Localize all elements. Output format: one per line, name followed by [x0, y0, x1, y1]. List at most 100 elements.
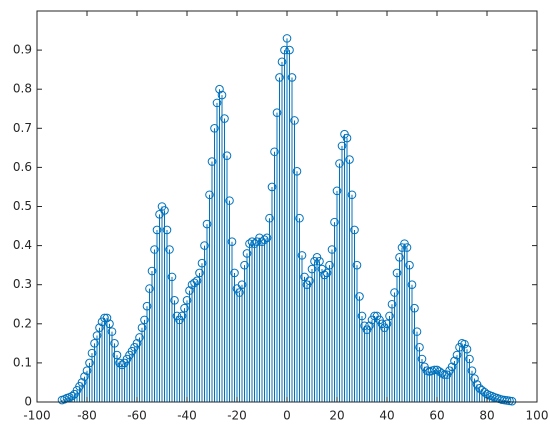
- stem-marker: [137, 323, 147, 333]
- y-tick-label: 0.6: [13, 160, 32, 174]
- stem-marker: [142, 301, 152, 311]
- stem-marker: [295, 213, 304, 223]
- stem-marker: [105, 319, 114, 329]
- stem-marker: [210, 124, 219, 133]
- x-tick-label: 0: [283, 409, 291, 423]
- stem-marker: [435, 367, 444, 376]
- stem-marker: [115, 358, 124, 368]
- stem-marker: [110, 339, 119, 348]
- stem-marker: [262, 233, 272, 243]
- stem-marker: [240, 260, 249, 270]
- y-tick-label: 0.7: [13, 121, 32, 135]
- stem-marker: [185, 286, 194, 295]
- x-tick-label: -20: [227, 409, 247, 423]
- stem-marker: [275, 73, 284, 82]
- stem-marker: [67, 391, 77, 401]
- stem-marker: [407, 280, 417, 290]
- stem-marker: [207, 157, 217, 166]
- stem-marker: [282, 34, 292, 43]
- stem-marker: [177, 311, 187, 321]
- y-tick-label: 0.5: [13, 199, 32, 213]
- stem-marker: [382, 319, 392, 329]
- y-tick-label: 0.3: [13, 277, 32, 291]
- stem-marker: [395, 253, 404, 262]
- stem-marker: [267, 182, 277, 192]
- stem-marker: [390, 288, 399, 297]
- stem-marker: [140, 315, 149, 325]
- stem-marker: [417, 354, 427, 364]
- stem-marker: [190, 278, 199, 288]
- stem-marker: [180, 303, 189, 313]
- stem-marker: [265, 213, 274, 223]
- stem-marker: [332, 186, 342, 196]
- x-tick-label: -100: [23, 409, 50, 423]
- stem-marker: [235, 288, 244, 297]
- stem-marker: [452, 350, 462, 360]
- stem-marker: [325, 260, 334, 270]
- stem-marker: [350, 225, 359, 235]
- stem-marker: [102, 313, 112, 323]
- stem-marker: [220, 114, 229, 123]
- stem-marker: [147, 266, 157, 276]
- stem-marker: [415, 342, 424, 352]
- stem-marker: [145, 284, 154, 293]
- stem-marker: [465, 354, 474, 364]
- stem-marker: [132, 339, 142, 348]
- stem-marker: [82, 366, 92, 376]
- y-tick-label: 0.4: [13, 238, 32, 252]
- stem-marker: [77, 378, 87, 387]
- stem-marker: [215, 84, 224, 94]
- stem-marker: [90, 339, 99, 348]
- stem-marker: [405, 260, 414, 270]
- y-tick-label: 0.1: [13, 355, 32, 369]
- stem-marker: [337, 141, 347, 151]
- stem-marker: [95, 323, 104, 333]
- y-tick-label: 0: [24, 395, 32, 409]
- stem-marker: [342, 133, 352, 143]
- stem-marker: [430, 365, 439, 375]
- x-tick-label: 80: [479, 409, 494, 423]
- stem-marker: [410, 303, 419, 313]
- stem-marker: [467, 366, 477, 376]
- stem-marker: [270, 147, 279, 157]
- x-tick-label: 20: [329, 409, 344, 423]
- stem-marker: [135, 333, 144, 342]
- stem-marker: [272, 108, 282, 117]
- stem-marker: [92, 331, 102, 340]
- stem-marker: [167, 272, 177, 282]
- stem-marker: [227, 237, 237, 246]
- stem-marker: [285, 45, 294, 55]
- stem-marker: [222, 151, 232, 160]
- stem-marker: [87, 348, 97, 358]
- stem-marker: [202, 219, 212, 229]
- stem-marker: [230, 268, 239, 278]
- stem-marker: [150, 245, 159, 254]
- stem-marker: [292, 167, 302, 176]
- stem-marker: [297, 251, 307, 260]
- stem-marker: [197, 258, 207, 268]
- stem-marker: [260, 235, 269, 245]
- stem-marker: [402, 243, 412, 252]
- stem-marker: [355, 292, 364, 301]
- stem-marker: [480, 387, 489, 397]
- stem-marker: [392, 268, 402, 278]
- stem-marker: [152, 225, 162, 235]
- stem-marker: [195, 268, 204, 278]
- stem-marker: [225, 196, 234, 205]
- stem-marker: [470, 374, 479, 383]
- stem-marker: [352, 260, 362, 270]
- stem-marker: [330, 217, 339, 227]
- stem-marker: [107, 327, 117, 336]
- stem-marker: [85, 358, 94, 368]
- stem-marker: [305, 276, 314, 286]
- stem-marker: [182, 296, 192, 305]
- stem-marker: [162, 225, 172, 235]
- stem-marker: [117, 360, 127, 370]
- y-tick-label: 0.8: [13, 82, 32, 96]
- stem-marker: [462, 344, 472, 354]
- stem-marker: [192, 276, 202, 286]
- x-tick-label: 40: [379, 409, 394, 423]
- stem-marker: [287, 73, 297, 82]
- stem-marker: [165, 245, 174, 254]
